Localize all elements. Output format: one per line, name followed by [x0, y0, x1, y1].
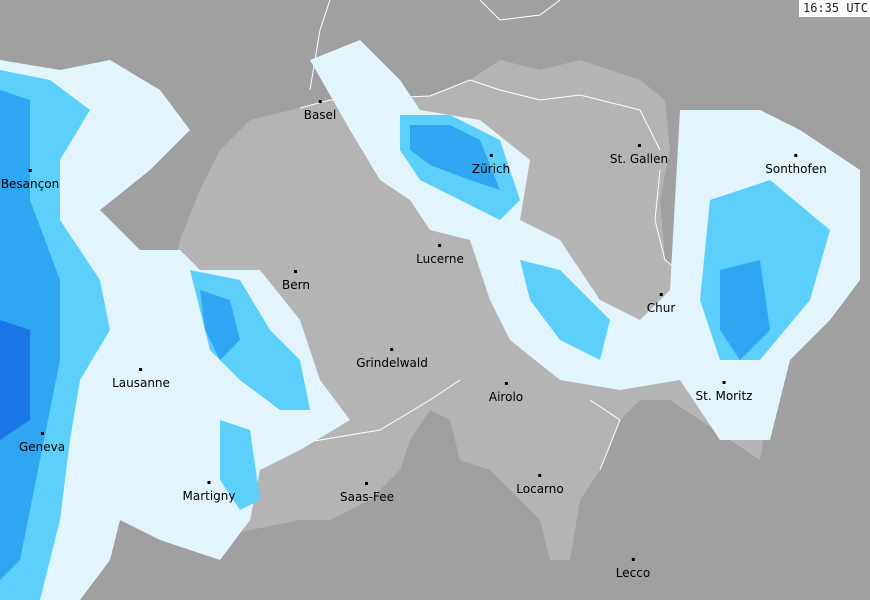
city-dot-icon: [438, 244, 442, 247]
city-label: Bern: [282, 270, 310, 292]
city-label: St. Gallen: [610, 144, 668, 166]
precipitation: [0, 40, 860, 600]
city-label: Airolo: [489, 382, 523, 404]
city-dot-icon: [722, 381, 726, 384]
city-label: Zürich: [472, 154, 510, 176]
city-dot-icon: [631, 558, 635, 561]
city-label: Lecco: [616, 558, 650, 580]
city-dot-icon: [40, 432, 44, 435]
city-dot-icon: [659, 293, 663, 296]
city-dot-icon: [794, 154, 798, 157]
city-dot-icon: [139, 368, 143, 371]
city-label: Besançon: [1, 169, 59, 191]
city-label: Saas-Fee: [340, 482, 394, 504]
city-dot-icon: [28, 169, 32, 172]
city-label: Martigny: [182, 481, 236, 503]
city-dot-icon: [390, 348, 394, 351]
city-label: Locarno: [516, 474, 564, 496]
city-dot-icon: [538, 474, 542, 477]
city-label: Geneva: [19, 432, 65, 454]
city-dot-icon: [207, 481, 211, 484]
city-dot-icon: [637, 144, 641, 147]
city-label: Basel: [304, 100, 336, 122]
city-dot-icon: [489, 154, 493, 157]
city-label: Chur: [647, 293, 675, 315]
city-dot-icon: [294, 270, 298, 273]
city-label: Lausanne: [112, 368, 170, 390]
city-label: Sonthofen: [765, 154, 827, 176]
city-label: Grindelwald: [356, 348, 428, 370]
city-dot-icon: [365, 482, 369, 485]
city-label: St. Moritz: [696, 381, 752, 403]
city-label: Lucerne: [416, 244, 464, 266]
timestamp: 16:35 UTC: [798, 0, 870, 17]
city-dot-icon: [504, 382, 508, 385]
city-dot-icon: [318, 100, 322, 103]
